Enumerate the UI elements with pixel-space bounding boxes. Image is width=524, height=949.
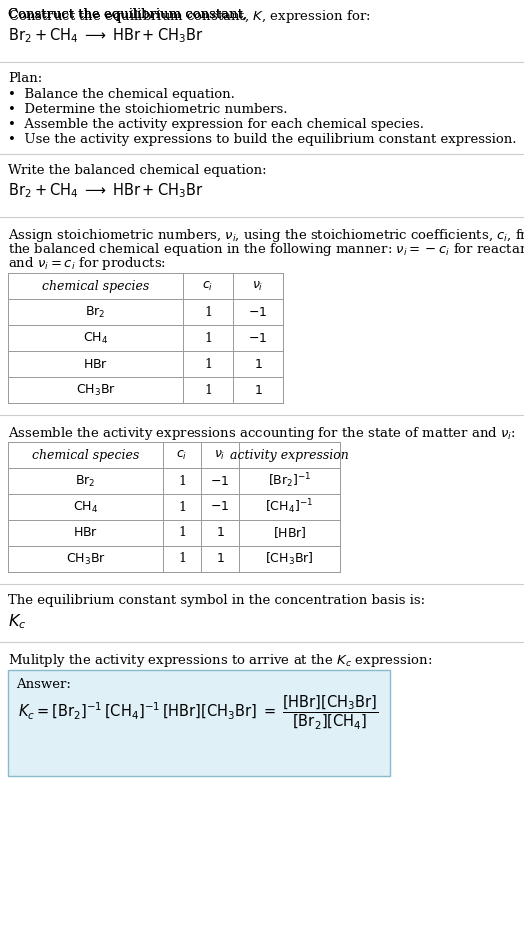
Text: Assemble the activity expressions accounting for the state of matter and $\nu_i$: Assemble the activity expressions accoun… [8, 425, 516, 442]
Text: $\mathrm{CH_3Br}$: $\mathrm{CH_3Br}$ [66, 551, 105, 567]
Text: •  Assemble the activity expression for each chemical species.: • Assemble the activity expression for e… [8, 118, 424, 131]
Text: Mulitply the activity expressions to arrive at the $K_c$ expression:: Mulitply the activity expressions to arr… [8, 652, 432, 669]
Text: 1: 1 [204, 358, 212, 370]
Text: $-1$: $-1$ [211, 474, 230, 488]
Text: $[\mathrm{HBr}]$: $[\mathrm{HBr}]$ [272, 526, 307, 541]
FancyBboxPatch shape [8, 670, 390, 776]
Text: chemical species: chemical species [32, 449, 139, 461]
Text: $\mathrm{Br_2 + CH_4} \;\longrightarrow\; \mathrm{HBr + CH_3Br}$: $\mathrm{Br_2 + CH_4} \;\longrightarrow\… [8, 181, 203, 199]
Text: $c_i$: $c_i$ [202, 279, 214, 292]
Text: 1: 1 [204, 383, 212, 397]
Text: 1: 1 [204, 331, 212, 344]
Text: Assign stoichiometric numbers, $\nu_i$, using the stoichiometric coefficients, $: Assign stoichiometric numbers, $\nu_i$, … [8, 227, 524, 244]
Text: Construct the equilibrium constant, $K$, expression for:: Construct the equilibrium constant, $K$,… [8, 8, 370, 25]
Text: $[\mathrm{CH_3Br}]$: $[\mathrm{CH_3Br}]$ [265, 551, 314, 568]
Text: 1: 1 [204, 306, 212, 319]
Text: $-1$: $-1$ [248, 331, 268, 344]
Text: •  Determine the stoichiometric numbers.: • Determine the stoichiometric numbers. [8, 103, 288, 116]
Text: 1: 1 [178, 527, 186, 539]
Text: $[\mathrm{Br_2}]^{-1}$: $[\mathrm{Br_2}]^{-1}$ [268, 472, 311, 491]
Text: $c_i$: $c_i$ [177, 449, 188, 461]
Text: $\mathrm{HBr}$: $\mathrm{HBr}$ [73, 527, 98, 539]
Text: Answer:: Answer: [16, 678, 71, 691]
Text: The equilibrium constant symbol in the concentration basis is:: The equilibrium constant symbol in the c… [8, 594, 425, 607]
Text: $1$: $1$ [215, 527, 224, 539]
Text: $[\mathrm{CH_4}]^{-1}$: $[\mathrm{CH_4}]^{-1}$ [266, 497, 313, 516]
Text: $1$: $1$ [215, 552, 224, 566]
Text: $\mathrm{CH_3Br}$: $\mathrm{CH_3Br}$ [75, 382, 115, 398]
Text: and $\nu_i = c_i$ for products:: and $\nu_i = c_i$ for products: [8, 255, 166, 272]
Text: $1$: $1$ [254, 358, 263, 370]
Text: $1$: $1$ [254, 383, 263, 397]
Text: Construct the equilibrium constant,: Construct the equilibrium constant, [8, 8, 251, 21]
Text: 1: 1 [178, 552, 186, 566]
Text: 1: 1 [178, 500, 186, 513]
Text: $K_c = [\mathrm{Br_2}]^{-1}\,[\mathrm{CH_4}]^{-1}\,[\mathrm{HBr}][\mathrm{CH_3Br: $K_c = [\mathrm{Br_2}]^{-1}\,[\mathrm{CH… [18, 693, 378, 731]
Text: $\mathrm{HBr}$: $\mathrm{HBr}$ [83, 358, 108, 370]
Text: Construct the equilibrium constant,: Construct the equilibrium constant, [8, 8, 251, 21]
Text: $\nu_i$: $\nu_i$ [214, 449, 226, 461]
Text: •  Use the activity expressions to build the equilibrium constant expression.: • Use the activity expressions to build … [8, 133, 517, 146]
Text: $\nu_i$: $\nu_i$ [253, 279, 264, 292]
Text: Plan:: Plan: [8, 72, 42, 85]
Text: the balanced chemical equation in the following manner: $\nu_i = -c_i$ for react: the balanced chemical equation in the fo… [8, 241, 524, 258]
Text: $\mathrm{Br_2 + CH_4} \;\longrightarrow\; \mathrm{HBr + CH_3Br}$: $\mathrm{Br_2 + CH_4} \;\longrightarrow\… [8, 26, 203, 45]
Text: 1: 1 [178, 474, 186, 488]
Text: $\mathrm{Br_2}$: $\mathrm{Br_2}$ [75, 474, 96, 489]
Text: $-1$: $-1$ [211, 500, 230, 513]
Text: $\mathrm{CH_4}$: $\mathrm{CH_4}$ [83, 330, 108, 345]
Text: chemical species: chemical species [42, 280, 149, 292]
Text: Write the balanced chemical equation:: Write the balanced chemical equation: [8, 164, 267, 177]
Text: activity expression: activity expression [230, 449, 349, 461]
Text: $K_c$: $K_c$ [8, 612, 26, 631]
Text: $\mathrm{Br_2}$: $\mathrm{Br_2}$ [85, 305, 106, 320]
Text: $\mathrm{CH_4}$: $\mathrm{CH_4}$ [73, 499, 98, 514]
Text: •  Balance the chemical equation.: • Balance the chemical equation. [8, 88, 235, 101]
Text: $-1$: $-1$ [248, 306, 268, 319]
